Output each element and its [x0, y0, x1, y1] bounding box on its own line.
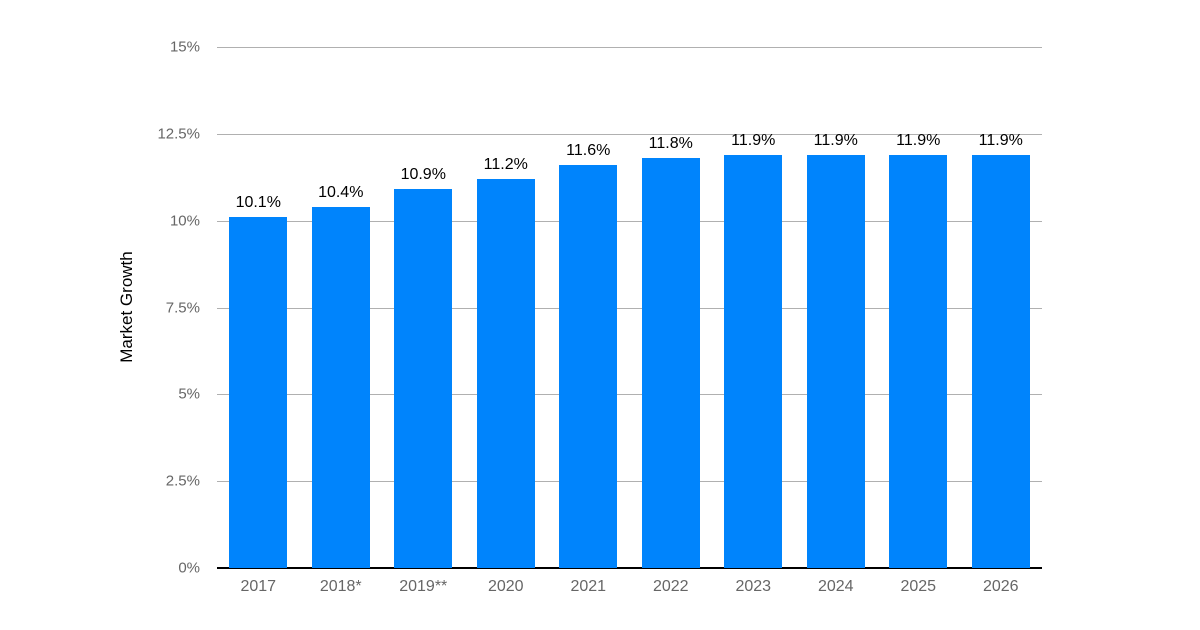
x-tick-label: 2022: [652, 578, 689, 595]
gridline: [217, 481, 1042, 483]
x-tick-label: 2026: [982, 578, 1019, 595]
x-tick-label: 2017: [240, 578, 277, 595]
bar-series: 10.1% 10.4% 10.9% 11.2% 11.6% 11.8% 11.9% 11.9%…: [217, 47, 1042, 568]
x-axis-tick-labels: 2017 2018* 2019** 2020 2021 2022 2023 2024 2025 2…: [217, 577, 1042, 596]
bar-2026[interactable]: [971, 154, 1030, 568]
bar-2020[interactable]: [476, 179, 535, 568]
y-axis-tick-labels: 15% 12.5% 10% 7.5% 5% 2.5% 0%: [0, 40, 200, 576]
bar-value-label: 11.8%: [648, 135, 693, 153]
bar-group: 11.9%: [806, 47, 865, 568]
gridline: [217, 307, 1042, 309]
y-tick-label: 15%: [169, 38, 200, 56]
gridline: [217, 47, 1042, 48]
bar-2018*[interactable]: [311, 206, 370, 568]
bar-value-label: 11.9%: [896, 131, 941, 149]
y-tick-label: 0%: [178, 559, 200, 577]
y-tick-label: 5%: [178, 385, 200, 403]
bar-2025[interactable]: [889, 154, 948, 568]
bar-value-label: 11.9%: [978, 131, 1023, 149]
bar-value-label: 10.9%: [400, 166, 446, 184]
bar-group: 10.4%: [311, 47, 370, 568]
bar-group: 11.8%: [641, 47, 700, 568]
y-tick-label: 2.5%: [165, 472, 200, 490]
bar-2019**[interactable]: [394, 189, 453, 568]
bar-group: 10.1%: [229, 47, 288, 568]
bar-value-label: 11.2%: [483, 156, 528, 173]
bar-group: 10.9%: [394, 47, 453, 568]
x-axis-baseline: [217, 567, 1042, 569]
gridlines: [217, 47, 1042, 569]
bar-value-label: 11.6%: [566, 142, 611, 160]
bar-group: 11.9%: [724, 47, 783, 568]
bar-2023[interactable]: [724, 154, 783, 568]
x-tick-label: 2024: [817, 578, 854, 595]
y-tick-label: 10%: [169, 212, 200, 230]
plot-area: 10.1% 10.4% 10.9% 11.2% 11.6% 11.8% 11.9% 11.9%…: [217, 47, 1042, 569]
x-tick-label: 2018*: [319, 578, 362, 595]
x-tick-label: 2019**: [399, 578, 448, 595]
x-tick-label: 2025: [900, 578, 937, 595]
bar-group: 11.2%: [476, 47, 535, 568]
bar-value-label: 10.4%: [318, 183, 364, 201]
bar-2017[interactable]: [229, 217, 288, 568]
gridline: [217, 133, 1042, 135]
bar-group: 11.6%: [559, 47, 618, 568]
bar-2024[interactable]: [806, 154, 865, 568]
bar-value-label: 11.9%: [731, 131, 776, 149]
gridline: [217, 220, 1042, 222]
x-tick-label: 2020: [487, 578, 524, 595]
bar-value-label: 10.1%: [235, 194, 281, 212]
bar-2021[interactable]: [559, 165, 618, 568]
gridline: [217, 394, 1042, 396]
bar-group: 11.9%: [889, 47, 948, 568]
bar-group: 11.9%: [971, 47, 1030, 568]
bar-value-label: 11.9%: [813, 131, 858, 149]
x-tick-label: 2023: [735, 578, 772, 595]
y-tick-label: 12.5%: [157, 125, 200, 143]
bar-2022[interactable]: [641, 158, 700, 568]
y-tick-label: 7.5%: [165, 299, 200, 316]
x-tick-label: 2021: [570, 578, 607, 595]
